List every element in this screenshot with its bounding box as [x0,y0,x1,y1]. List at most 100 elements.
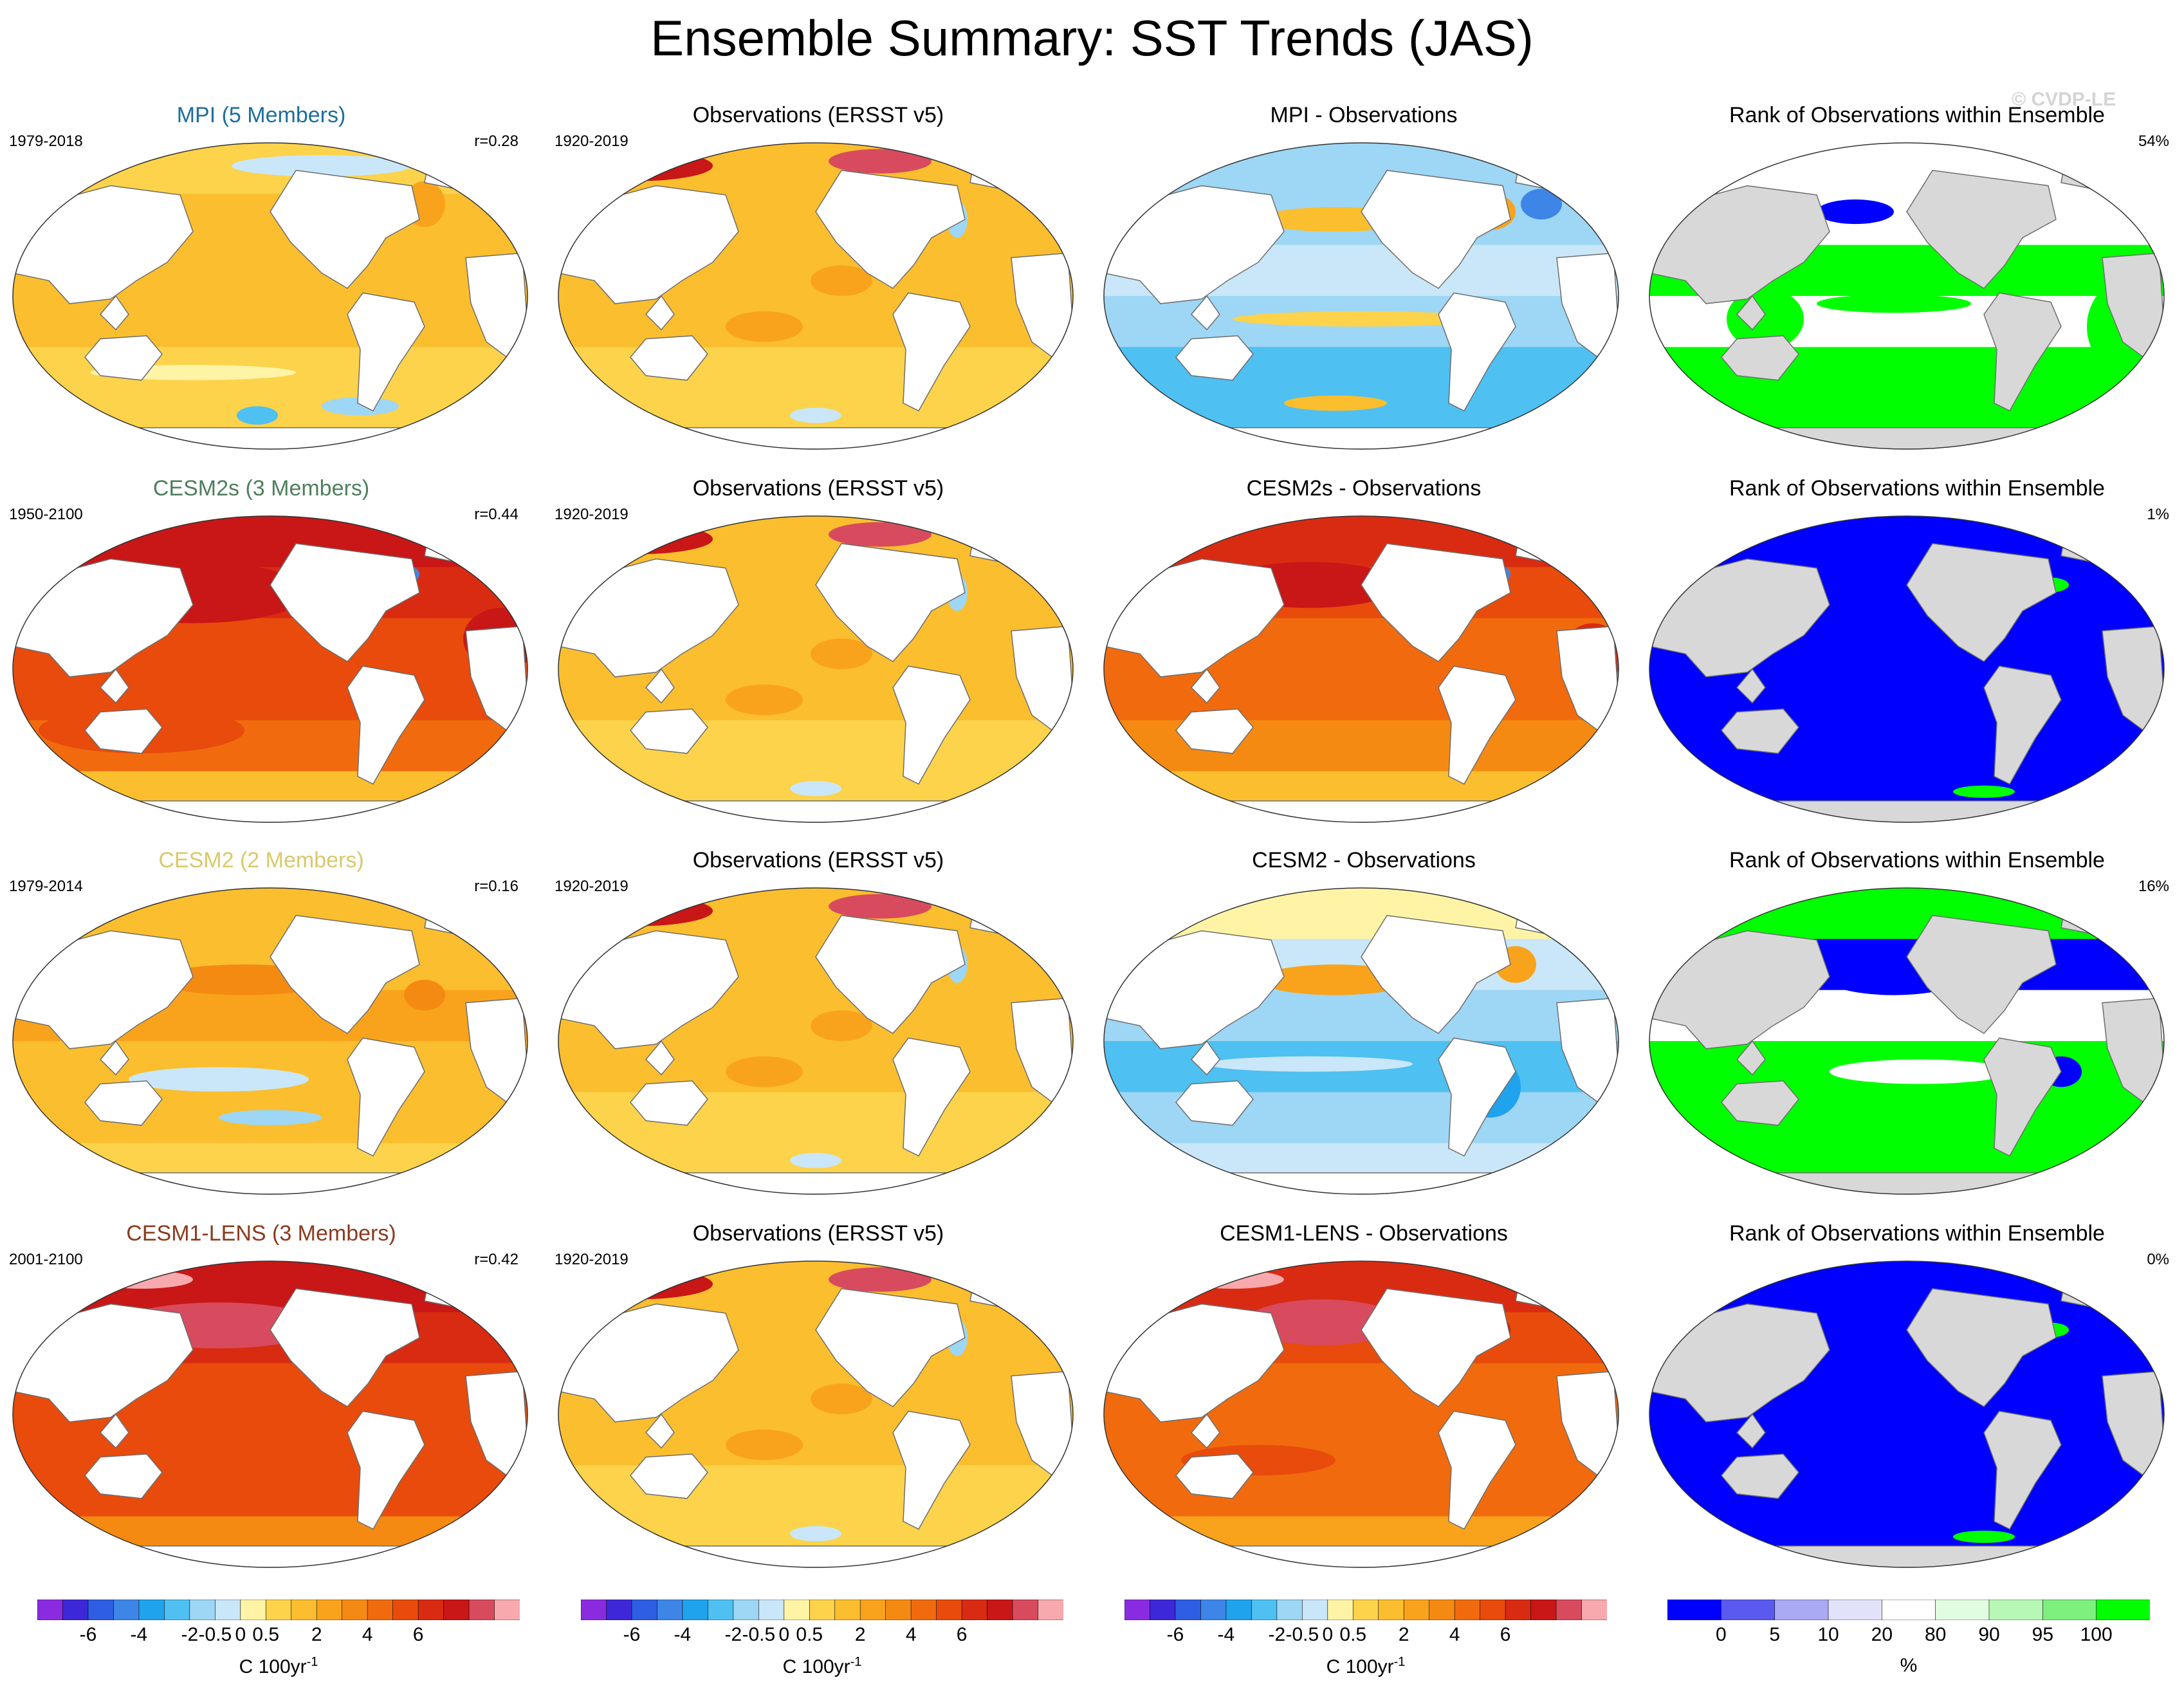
panel-title: MPI (5 Members) [176,103,346,127]
colorbar-1: -6 -4 -2 -0.5 0 0.5 2 4 6 C 100yr-1 [580,1599,1064,1696]
colorbar-tick-label: 0.5 [252,1624,280,1645]
land-antarc [13,427,528,449]
field-anomaly [829,1267,931,1292]
globe-map [558,515,1074,823]
colorbar-units: C 100yr-1 [1124,1655,1607,1678]
land-samer [1983,665,2062,785]
colorbar-swatch [2096,1599,2151,1621]
field-anomaly [2048,150,2074,166]
field-band [558,1041,1073,1093]
colorbar-swatch [859,1599,886,1621]
land-samer [892,292,971,412]
land-indochina [99,1413,129,1449]
field-band [1104,1414,1619,1466]
colorbar-swatch [1352,1599,1379,1621]
panel-period: 2001-2100 [9,1251,83,1268]
field-band [1104,888,1619,940]
colorbar-units-base: % [1900,1655,1918,1676]
land-namer [1361,542,1511,663]
colorbar-swatch [1480,1599,1506,1621]
colorbar-tick-label: 0.5 [796,1624,823,1645]
colorbar-tick-label: 80 [1924,1624,1947,1645]
land-greenland [424,1273,472,1308]
field-anomaly [1233,311,1490,327]
land-indochina [1736,1040,1766,1076]
colorbar-swatch [1175,1599,1202,1621]
land-greenland [424,900,472,935]
land-samer [892,1410,971,1530]
field-anomaly [1953,1530,2015,1543]
land-greenland [2060,154,2109,190]
field-anomaly [811,1010,872,1041]
panel-title: Observations (ERSST v5) [692,103,944,127]
panel-obs-3: Observations (ERSST v5) 1920-2019 [546,1221,1091,1593]
land-namer [815,914,966,1035]
panel-rank-1: Rank of Observations within Ensemble 1% [1637,476,2182,848]
colorbar-tick-label: 95 [2032,1624,2054,1645]
colorbar-tick-label: 4 [905,1624,917,1645]
land-austral [630,335,708,381]
colorbar-swatch [708,1599,734,1621]
field-anomaly [558,523,713,555]
land-antarc [13,1172,528,1194]
field-band [558,143,1073,195]
colorbar-swatch [1225,1599,1253,1621]
colorbar-0: -6 -4 -2 -0.5 0 0.5 2 4 6 C 100yr-1 [37,1599,520,1696]
globe-outline [1103,1260,1619,1568]
colorbar-units: % [1667,1655,2150,1677]
colorbar-swatches [580,1599,1064,1621]
colorbar-swatch [834,1599,861,1621]
panel-period: 1950-2100 [9,506,83,523]
field-band [1104,516,1619,568]
colorbar-tick-label: -0.5 [742,1624,776,1645]
field-anomaly [90,1270,193,1289]
colorbar-swatch [265,1599,292,1621]
land-asia [13,1303,194,1423]
panel-period: 1920-2019 [555,133,629,150]
globe-map [12,515,528,823]
land-austral [1721,1080,1799,1126]
land-antarc [13,800,528,822]
land-austral [630,1453,708,1499]
colorbar-swatch [580,1599,607,1621]
pattern-correlation: r=0.42 [474,1251,518,1268]
globe-outline [558,515,1074,823]
land-namer [270,1287,420,1408]
field-band [558,296,1073,348]
land-samer [892,665,971,785]
panel-diff-3: CESM1-LENS - Observations [1091,1221,1637,1593]
colorbar-units-base: C 100yr [1326,1656,1394,1677]
land-austral [1175,335,1254,381]
panel-rank-2: Rank of Observations within Ensemble 16% [1637,848,2182,1220]
land-antarc [1649,1172,2164,1194]
globe-outline [1103,515,1619,823]
colorbar-tick-label: -6 [623,1624,641,1645]
globe-map [1103,887,1619,1195]
colorbar-tick-label: 5 [1769,1624,1780,1645]
colorbar-tick-label: 6 [956,1624,968,1645]
land-antarc [558,427,1073,449]
field-anomaly [790,1526,841,1542]
field-anomaly [1181,1270,1284,1289]
panel-model-1: CESM2s (3 Members) 1950-2100 r=0.44 [0,476,546,848]
colorbar-swatch [682,1599,709,1621]
pattern-correlation: r=0.28 [474,133,518,150]
colorbar-swatch [1454,1599,1481,1621]
colorbar-swatch [606,1599,632,1621]
colorbar-tick-label: 0 [235,1624,246,1645]
land-indochina [99,295,129,331]
colorbar-swatch [1251,1599,1278,1621]
land-asia [558,558,739,678]
colorbar-units-exponent: -1 [850,1655,862,1669]
panel-title: Observations (ERSST v5) [692,476,944,501]
land-namer [270,542,420,663]
colorbar-swatch [1276,1599,1303,1621]
colorbar-tick-label: 0.5 [1339,1624,1367,1645]
field-band [558,1261,1073,1313]
field-anomaly [726,1429,803,1461]
globe-outline [12,515,528,823]
land-namer [1361,914,1511,1035]
land-indochina [1190,668,1220,704]
colorbar-units-exponent: -1 [1393,1655,1406,1669]
land-greenland [2060,1273,2109,1308]
